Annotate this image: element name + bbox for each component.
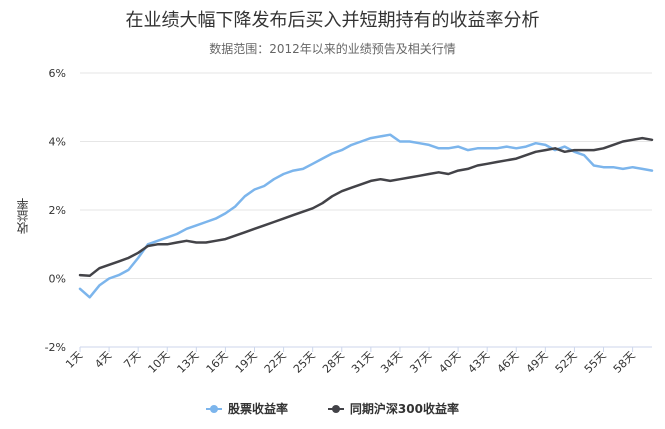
- series-line-2: [78, 136, 654, 278]
- legend-item-hs300[interactable]: 同期沪深300收益率: [327, 400, 459, 417]
- series-line-1: [78, 133, 654, 299]
- legend-marker-stock: [206, 404, 223, 414]
- x-tick-label: 49天: [524, 349, 551, 376]
- y-tick-label: 0%: [49, 273, 66, 286]
- x-tick-label: 43天: [465, 349, 492, 376]
- y-tick-label: 4%: [49, 136, 66, 149]
- x-tick-label: 19天: [233, 349, 260, 376]
- x-tick-label: 58天: [611, 349, 638, 376]
- x-tick-label: 46天: [495, 349, 522, 376]
- y-tick-label: -2%: [45, 341, 66, 354]
- x-tick-label: 7天: [121, 349, 143, 371]
- x-tick-label: 25天: [291, 349, 318, 376]
- legend-marker-hs300: [327, 404, 344, 414]
- y-tick-label: 6%: [49, 67, 66, 80]
- x-tick-label: 13天: [175, 349, 202, 376]
- legend-label-stock: 股票收益率: [228, 402, 289, 416]
- legend: 股票收益率 同期沪深300收益率: [0, 400, 665, 417]
- legend-dot-hs300: [331, 404, 340, 413]
- x-tick-label: 22天: [262, 349, 289, 376]
- x-tick-label: 10天: [146, 349, 173, 376]
- x-tick-label: 28天: [320, 349, 347, 376]
- y-tick-label: 2%: [49, 204, 66, 217]
- grid-lines: [79, 72, 652, 352]
- chart-title: 在业绩大幅下降发布后买入并短期持有的收益率分析: [125, 10, 540, 31]
- x-tick-label: 4天: [92, 349, 114, 371]
- chart-subtitle: 数据范围：2012年以来的业绩预告及相关行情: [209, 42, 456, 56]
- x-tick-label: 16天: [204, 349, 231, 376]
- y-tick-labels: -2% 0% 2% 4% 6%: [45, 67, 66, 354]
- x-tick-label: 31天: [349, 349, 376, 376]
- legend-item-stock[interactable]: 股票收益率: [206, 400, 288, 417]
- x-tick-label: 55天: [582, 349, 609, 376]
- legend-dot-stock: [210, 404, 219, 413]
- series-lines: [78, 133, 654, 299]
- x-tick-label: 37天: [407, 349, 434, 376]
- x-tick-label: 52天: [553, 349, 580, 376]
- x-tick-label: 40天: [436, 349, 463, 376]
- x-tick-label: 1天: [63, 349, 85, 371]
- x-tick-label: 34天: [378, 349, 405, 376]
- legend-label-hs300: 同期沪深300收益率: [349, 402, 459, 416]
- x-tick-labels: 1天 4天 7天 10天 13天 16天 19天 22天 25天 28天 31天 34天 37天 40天 4…: [63, 349, 638, 376]
